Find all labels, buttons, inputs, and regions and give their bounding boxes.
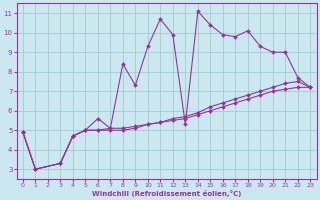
X-axis label: Windchill (Refroidissement éolien,°C): Windchill (Refroidissement éolien,°C): [92, 190, 241, 197]
